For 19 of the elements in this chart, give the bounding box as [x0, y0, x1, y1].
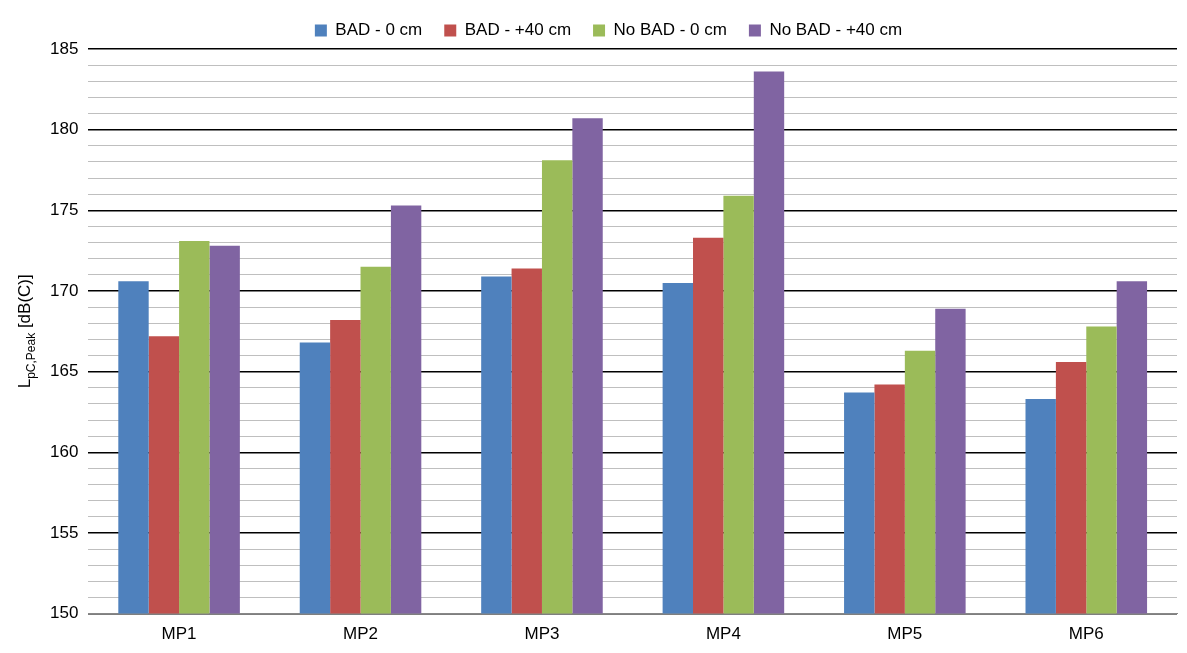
x-tick-label: MP2 — [343, 624, 379, 644]
x-tick-label: MP1 — [161, 624, 197, 644]
y-tick-label: 160 — [49, 441, 79, 461]
legend-label: BAD - +40 cm — [464, 20, 572, 40]
legend-label: BAD - 0 cm — [335, 20, 423, 40]
y-tick-label: 155 — [49, 522, 79, 542]
x-tick-label: MP5 — [887, 624, 923, 644]
x-tick-label: MP6 — [1068, 624, 1104, 644]
y-tick-label: 150 — [49, 603, 79, 623]
y-tick-label: 185 — [49, 38, 79, 58]
y-tick-label: 175 — [49, 200, 79, 219]
y-tick-label: 170 — [49, 280, 79, 300]
x-tick-label: MP4 — [705, 624, 741, 644]
legend-label: No BAD - +40 cm — [769, 20, 903, 40]
y-axis-title: LpC,Peak [dB(C)] — [15, 274, 38, 389]
legend-label: No BAD - 0 cm — [613, 20, 727, 40]
y-tick-label: 165 — [49, 361, 79, 381]
y-tick-label: 180 — [49, 119, 79, 139]
x-tick-label: MP3 — [524, 624, 560, 644]
